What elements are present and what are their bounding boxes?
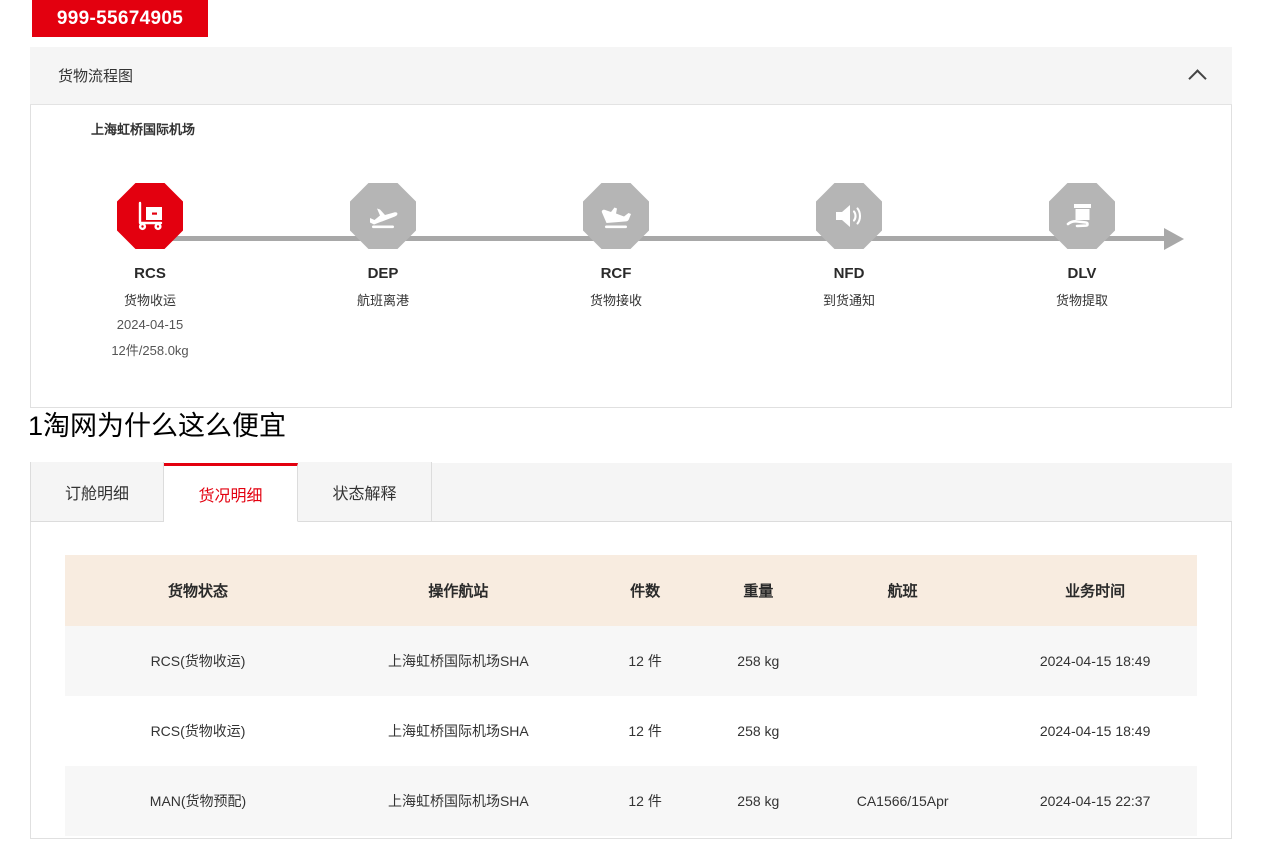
- chevron-up-icon[interactable]: [1188, 66, 1208, 86]
- page-title: 1淘网为什么这么便宜: [28, 411, 287, 441]
- column-header-weight: 重量: [704, 555, 813, 626]
- flow-node-dlv[interactable]: DLV 货物提取: [1017, 183, 1147, 317]
- flow-track-line: [149, 236, 1169, 241]
- cell-weight: 258 kg: [704, 766, 813, 836]
- cell-time: 2024-04-15 18:49: [993, 626, 1197, 696]
- cell-status: RCS(货物收运): [65, 696, 332, 766]
- cell-weight: 258 kg: [704, 696, 813, 766]
- cell-time: 2024-04-15 18:49: [993, 696, 1197, 766]
- cargo-flow-panel-body: 上海虹桥国际机场: [30, 105, 1232, 408]
- tab-status-explanation[interactable]: 状态解释: [298, 462, 432, 521]
- cell-flight: [812, 696, 994, 766]
- table-body: RCS(货物收运) 上海虹桥国际机场SHA 12 件 258 kg 2024-0…: [65, 626, 1197, 836]
- column-header-station: 操作航站: [331, 555, 586, 626]
- flow-node-name: 货物接收: [589, 293, 642, 308]
- cell-flight: [812, 626, 994, 696]
- cell-status: RCS(货物收运): [65, 626, 332, 696]
- cell-station: 上海虹桥国际机场SHA: [331, 626, 586, 696]
- hand-truck-icon: [117, 183, 183, 249]
- tab-panel-cargo-status: 货物状态 操作航站 件数 重量 航班 业务时间 RCS(货物收运) 上海虹桥国际…: [30, 522, 1232, 839]
- awb-number-badge: 999-55674905: [32, 0, 208, 37]
- flow-node-code: DLV: [1067, 265, 1097, 282]
- tab-label: 货况明细: [198, 487, 263, 505]
- flow-node-name: 货物提取: [1055, 293, 1108, 308]
- column-header-flight: 航班: [812, 555, 994, 626]
- table-row[interactable]: MAN(货物预配) 上海虹桥国际机场SHA 12 件 258 kg CA1566…: [65, 766, 1197, 836]
- flow-node-nfd[interactable]: NFD 到货通知: [784, 183, 914, 317]
- table-row[interactable]: RCS(货物收运) 上海虹桥国际机场SHA 12 件 258 kg 2024-0…: [65, 696, 1197, 766]
- flow-node-code: DEP: [367, 265, 399, 282]
- table-row[interactable]: RCS(货物收运) 上海虹桥国际机场SHA 12 件 258 kg 2024-0…: [65, 626, 1197, 696]
- cargo-status-table: 货物状态 操作航站 件数 重量 航班 业务时间 RCS(货物收运) 上海虹桥国际…: [65, 555, 1197, 836]
- flow-node-code: RCF: [600, 265, 632, 282]
- speaker-notify-icon: [816, 183, 882, 249]
- flow-node-rcf[interactable]: RCF 货物接收: [551, 183, 681, 317]
- tab-label: 订舱明细: [64, 485, 129, 503]
- tab-cargo-status-detail[interactable]: 货况明细: [164, 463, 298, 522]
- column-header-pieces: 件数: [585, 555, 705, 626]
- cell-station: 上海虹桥国际机场SHA: [331, 766, 586, 836]
- flow-track-arrow-icon: [1164, 228, 1184, 250]
- cell-time: 2024-04-15 22:37: [993, 766, 1197, 836]
- flow-node-code: RCS: [134, 265, 166, 282]
- column-header-status: 货物状态: [65, 555, 332, 626]
- cell-flight: CA1566/15Apr: [812, 766, 994, 836]
- column-header-time: 业务时间: [993, 555, 1197, 626]
- origin-airport-label: 上海虹桥国际机场: [91, 122, 196, 137]
- cell-status: MAN(货物预配): [65, 766, 332, 836]
- table-header-row: 货物状态 操作航站 件数 重量 航班 业务时间: [65, 555, 1197, 626]
- cargo-detail-section: 订舱明细 货况明细 状态解释 货物状态 操作航站 件数: [30, 462, 1232, 839]
- flow-node-name: 航班离港: [356, 293, 409, 308]
- cargo-flow-panel: 货物流程图 上海虹桥国际机场: [30, 47, 1232, 408]
- flow-node-date: 2024-04-15: [116, 317, 184, 332]
- cell-station: 上海虹桥国际机场SHA: [331, 696, 586, 766]
- cell-weight: 258 kg: [704, 626, 813, 696]
- tab-booking-detail[interactable]: 订舱明细: [30, 462, 164, 521]
- table-head: 货物状态 操作航站 件数 重量 航班 业务时间: [65, 555, 1197, 626]
- cargo-flow-panel-title: 货物流程图: [58, 68, 134, 85]
- plane-arrival-icon: [583, 183, 649, 249]
- package-handover-icon: [1049, 183, 1115, 249]
- tab-bar: 订舱明细 货况明细 状态解释: [30, 462, 1232, 522]
- flow-node-rcs[interactable]: RCS 货物收运 2024-04-15 12件/258.0kg: [85, 183, 215, 359]
- cell-pieces: 12 件: [585, 766, 705, 836]
- awb-number-text: 999-55674905: [56, 7, 184, 29]
- flow-node-dep[interactable]: DEP 航班离港: [318, 183, 448, 317]
- flow-node-meta: 12件/258.0kg: [111, 343, 189, 358]
- cargo-flow-panel-header[interactable]: 货物流程图: [30, 47, 1232, 105]
- cell-pieces: 12 件: [585, 696, 705, 766]
- plane-departure-icon: [350, 183, 416, 249]
- flow-track: RCS 货物收运 2024-04-15 12件/258.0kg DEP 航班离港: [31, 105, 1231, 407]
- tab-label: 状态解释: [332, 485, 397, 503]
- flow-node-code: NFD: [833, 265, 865, 282]
- flow-node-name: 货物收运: [123, 293, 176, 308]
- flow-node-name: 到货通知: [822, 293, 875, 308]
- cell-pieces: 12 件: [585, 626, 705, 696]
